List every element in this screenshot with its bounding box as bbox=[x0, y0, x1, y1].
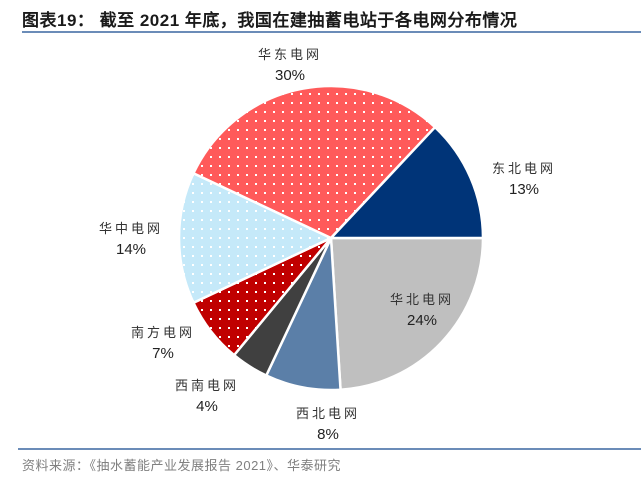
pie-slice-4 bbox=[177, 172, 333, 304]
label-value: 4% bbox=[196, 398, 218, 415]
pie-slice-6 bbox=[329, 125, 485, 240]
label-name: 华北电网 bbox=[389, 293, 454, 308]
label-name: 东北电网 bbox=[491, 162, 556, 177]
pie-slice-5 bbox=[192, 84, 437, 240]
label-value: 7% bbox=[152, 345, 174, 362]
label-name: 华东电网 bbox=[257, 48, 322, 63]
label-name: 西南电网 bbox=[174, 379, 239, 394]
footer-divider bbox=[18, 448, 641, 450]
label-huazhong: 华中电网 14% bbox=[89, 220, 173, 260]
label-xinan: 西南电网 4% bbox=[165, 377, 249, 417]
chart-title: 图表19： 截至 2021 年底，我国在建抽蓄电站于各电网分布情况 bbox=[22, 11, 518, 30]
label-value: 8% bbox=[317, 426, 339, 443]
label-xibei: 西北电网 8% bbox=[286, 405, 370, 445]
label-value: 30% bbox=[274, 67, 306, 84]
label-dongbei: 东北电网 13% bbox=[482, 160, 566, 200]
label-name: 西北电网 bbox=[295, 407, 360, 422]
label-nanfang: 南方电网 7% bbox=[121, 324, 205, 364]
label-name: 华中电网 bbox=[98, 222, 163, 237]
title-divider bbox=[22, 31, 641, 33]
label-huadong: 华东电网 30% bbox=[248, 46, 332, 86]
label-huabei: 华北电网 24% bbox=[380, 291, 464, 331]
label-value: 24% bbox=[406, 312, 438, 329]
source-note: 资料来源：《抽水蓄能产业发展报告 2021》、华泰研究 bbox=[22, 458, 342, 473]
pie-slice-0 bbox=[329, 236, 485, 391]
label-value: 14% bbox=[115, 241, 147, 258]
label-value: 13% bbox=[508, 181, 540, 198]
label-name: 南方电网 bbox=[130, 326, 195, 341]
